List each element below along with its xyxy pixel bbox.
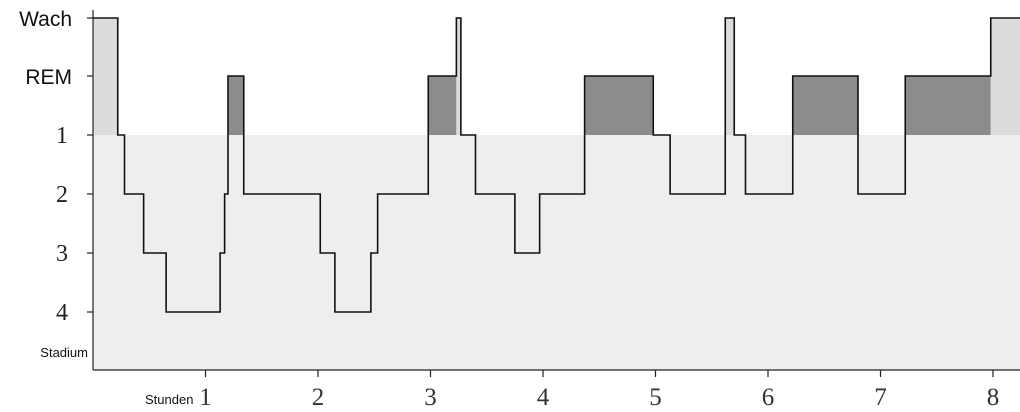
x-tick-label-6: 6 xyxy=(762,384,775,411)
wake-fill xyxy=(456,18,461,135)
x-tick-label-5: 5 xyxy=(649,384,662,411)
x-tick-label-2: 2 xyxy=(312,384,325,411)
axes-group xyxy=(87,10,1020,377)
x-tick-label-4: 4 xyxy=(537,384,550,411)
sleep-background-fill xyxy=(93,135,1020,370)
y-tick-label-rem: REM xyxy=(25,66,72,89)
x-axis-label: Stunden xyxy=(145,392,193,407)
rem-fill xyxy=(792,76,858,135)
rem-fill xyxy=(905,76,991,135)
wake-fill xyxy=(725,18,735,135)
y-axis-label: Stadium xyxy=(40,345,88,360)
rem-fill xyxy=(428,76,457,135)
labels-group: Stadium Stunden Wach REM 1 2 3 4 1 2 3 4 5 6 7 8 xyxy=(19,8,999,411)
rem-fill xyxy=(584,76,654,135)
y-tick-label-1: 1 xyxy=(56,123,68,149)
stage-fills xyxy=(93,18,1020,370)
hypnogram-line xyxy=(93,17,1020,313)
wake-fill xyxy=(93,18,118,135)
x-tick-label-8: 8 xyxy=(987,384,1000,411)
y-tick-label-4: 4 xyxy=(56,300,68,326)
x-tick-label-1: 1 xyxy=(199,384,212,411)
wake-fill xyxy=(990,18,1020,135)
rem-fill xyxy=(228,76,244,135)
y-tick-label-3: 3 xyxy=(56,241,68,267)
x-tick-label-7: 7 xyxy=(874,384,887,411)
x-tick-label-3: 3 xyxy=(424,384,437,411)
hypnogram-line-group xyxy=(93,17,1020,313)
y-tick-label-wach: Wach xyxy=(19,8,72,31)
y-tick-label-2: 2 xyxy=(56,182,68,208)
